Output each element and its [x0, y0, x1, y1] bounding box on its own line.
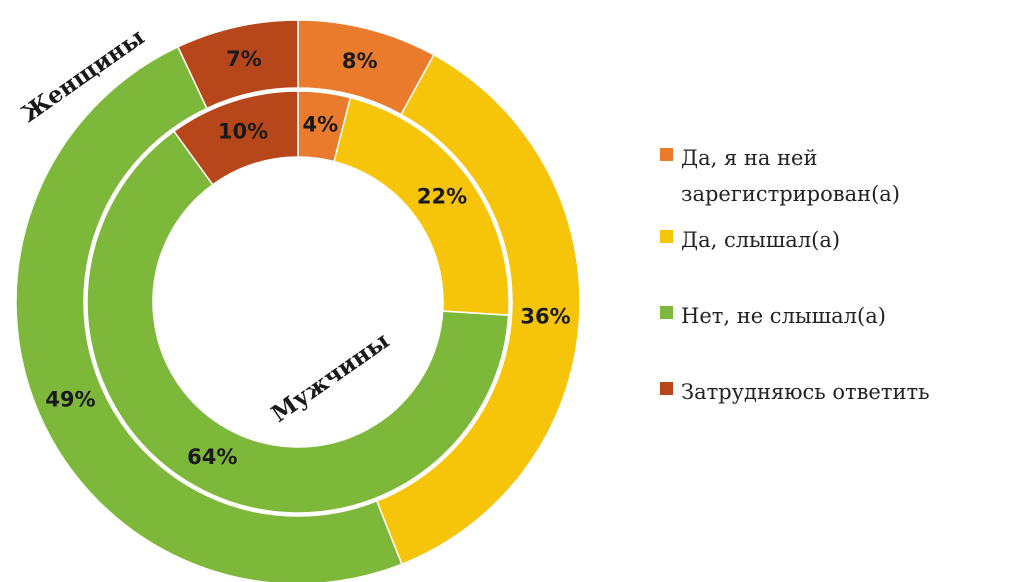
- ring-name: Мужчины: [266, 327, 394, 428]
- data-label: 4%: [302, 112, 338, 136]
- segment: [333, 96, 510, 317]
- data-label: 8%: [342, 49, 378, 73]
- segment: [15, 45, 403, 582]
- segment: [172, 90, 299, 186]
- legend-label: Да, я на ней зарегистрирован(а): [681, 146, 900, 206]
- legend: Да, я на ней зарегистрирован(а) Да, слыша…: [660, 140, 995, 410]
- segment: [86, 130, 510, 514]
- legend-item: Да, слышал(а): [660, 222, 995, 258]
- data-label: 10%: [218, 120, 268, 144]
- legend-swatch: [660, 382, 673, 395]
- legend-label: Затрудняюсь ответить: [681, 380, 930, 404]
- legend-item: Нет, не слышал(а): [660, 298, 995, 334]
- segment: [176, 19, 299, 110]
- data-label: 64%: [187, 445, 237, 469]
- legend-label: Нет, не слышал(а): [681, 304, 886, 328]
- segment: [375, 53, 581, 566]
- data-label: 49%: [45, 387, 95, 411]
- legend-swatch: [660, 230, 673, 243]
- data-label: 22%: [417, 184, 467, 208]
- legend-swatch: [660, 306, 673, 319]
- legend-item: Затрудняюсь ответить: [660, 374, 995, 410]
- legend-swatch: [660, 148, 673, 161]
- data-label: 36%: [520, 305, 570, 329]
- legend-label: Да, слышал(а): [681, 228, 841, 252]
- legend-item: Да, я на ней зарегистрирован(а): [660, 140, 995, 212]
- data-label: 7%: [226, 47, 262, 71]
